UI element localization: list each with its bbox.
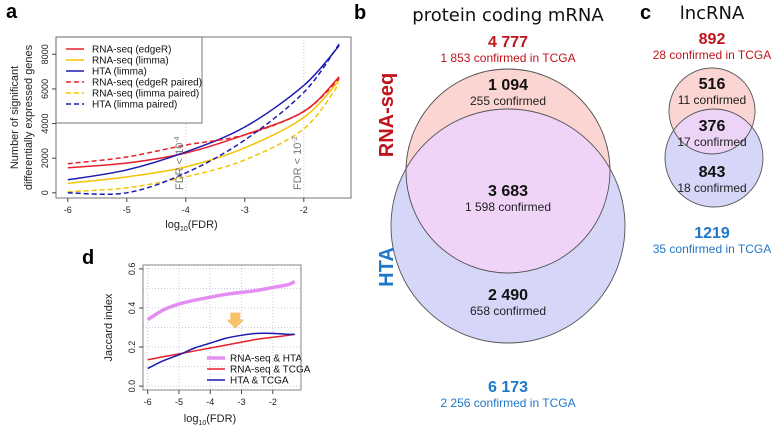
venn-outline: [390, 108, 626, 344]
series-line-hta-tcga: [147, 332, 295, 370]
legend-box: [55, 36, 203, 124]
x-tick-label: -4: [206, 397, 214, 407]
series-line-rna-seq-edger-: [67, 76, 340, 169]
set-total-rnaseq-confirmed: 1 853 confirmed in TCGA: [440, 51, 575, 65]
venn-outline: [668, 67, 756, 155]
legend-label: RNA-seq (edgeR paired): [92, 78, 202, 89]
region-confirmed-rnaseq_only: 255 confirmed: [470, 94, 546, 108]
set-total-rnaseq: 4 777: [488, 34, 528, 51]
x-tick-label: -4: [182, 205, 190, 215]
y-axis-label: Jaccard index: [103, 293, 115, 361]
y-tick-label: 4000: [40, 114, 50, 134]
legend-label: HTA (limma): [92, 67, 147, 78]
venn-title: protein coding mRNA: [412, 5, 604, 26]
panel-letter-c: c: [640, 2, 651, 24]
panel-letter-b: b: [354, 2, 366, 24]
y-tick-label: 8000: [40, 44, 50, 64]
legend: RNA-seq (edgeR)RNA-seq (limma)HTA (limma…: [55, 36, 203, 124]
legend-label: RNA-seq (limma): [92, 56, 169, 67]
series-line-rna-seq-hta: [146, 280, 296, 322]
down-arrow-icon: [226, 312, 245, 329]
series-line-rna-seq-tcga: [147, 333, 295, 361]
region-confirmed-rnaseq_only: 11 confirmed: [678, 93, 746, 107]
x-axis-label: log10(FDR): [184, 413, 236, 427]
region-confirmed-overlap: 17 confirmed: [677, 135, 746, 149]
x-tick-label: -3: [238, 397, 246, 407]
x-tick-label: -3: [241, 205, 249, 215]
set-label-rnaseq: RNA-seq: [376, 73, 398, 157]
legend-label: HTA (limma paired): [92, 100, 177, 111]
set-total-hta-confirmed: 2 256 confirmed in TCGA: [440, 396, 575, 410]
set-total-rnaseq: 892: [699, 31, 726, 48]
panel-letter-d: d: [82, 247, 94, 269]
y-tick-label: 0.6: [127, 263, 137, 276]
region-count-overlap: 376: [699, 118, 726, 135]
region-count-hta_only: 2 490: [488, 287, 528, 304]
legend-label: RNA-seq (edgeR): [92, 45, 171, 56]
series-line-rna-seq-limma-: [67, 79, 340, 185]
set-total-hta-confirmed: 35 confirmed in TCGA: [653, 242, 772, 256]
region-count-hta_only: 843: [699, 164, 726, 181]
y-tick-label: 0.4: [127, 302, 137, 315]
x-axis-label: log10(FDR): [165, 219, 217, 233]
venn-outline: [405, 68, 611, 274]
venn-title: lncRNA: [680, 3, 745, 24]
x-tick-label: -5: [123, 205, 131, 215]
legend-label: RNA-seq & TCGA: [230, 365, 311, 376]
series-line-rna-seq-limma-paired-: [67, 83, 340, 193]
x-tick-label: -2: [269, 397, 277, 407]
y-tick-label: 2000: [40, 148, 50, 168]
venn-outline: [664, 108, 764, 208]
plot-frame: [55, 36, 352, 199]
y-tick-label: 0: [40, 190, 50, 195]
venn-overlap-region: [406, 109, 610, 273]
set-total-hta: 1219: [694, 225, 730, 242]
set-label-hta: HTA: [376, 247, 398, 287]
plot-frame: [142, 264, 302, 391]
set-total-hta: 6 173: [488, 379, 528, 396]
y-axis-label-line2: differentially expressed genes: [23, 44, 35, 190]
legend-label: HTA & TCGA: [230, 376, 289, 387]
fdr-annotation: FDR < 10-4: [174, 136, 186, 190]
region-count-rnaseq_only: 1 094: [488, 77, 528, 94]
y-axis-label-line1: Number of significant: [9, 66, 21, 169]
region-count-overlap: 3 683: [488, 183, 528, 200]
region-confirmed-overlap: 1 598 confirmed: [465, 200, 551, 214]
region-count-rnaseq_only: 516: [699, 76, 726, 93]
x-tick-label: -2: [300, 205, 308, 215]
fdr-annotation: FDR < 10-2: [292, 136, 304, 190]
y-tick-label: 0.0: [127, 380, 137, 393]
y-tick-label: 0.2: [127, 341, 137, 354]
region-confirmed-hta_only: 658 confirmed: [470, 304, 546, 318]
x-tick-label: -6: [64, 205, 72, 215]
x-tick-label: -6: [144, 397, 152, 407]
venn-overlap-region: [669, 109, 755, 154]
y-tick-label: 6000: [40, 79, 50, 99]
x-tick-label: -5: [175, 397, 183, 407]
legend-label: RNA-seq (limma paired): [92, 89, 199, 100]
series-line-hta-limma-paired-: [67, 43, 340, 196]
panel-letter-a: a: [6, 1, 18, 23]
legend-label: RNA-seq & HTA: [230, 354, 302, 365]
set-total-rnaseq-confirmed: 28 confirmed in TCGA: [653, 48, 772, 62]
region-confirmed-hta_only: 18 confirmed: [677, 181, 746, 195]
